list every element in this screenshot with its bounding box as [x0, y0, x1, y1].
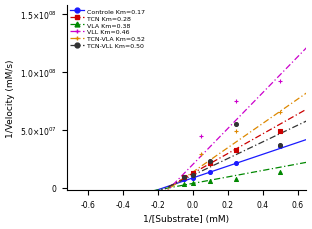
Point: [278, 143, 283, 147]
Point: [181, 176, 186, 180]
Point: [199, 153, 204, 156]
Point: [278, 171, 283, 174]
Point: [278, 80, 283, 84]
Point: [190, 176, 195, 180]
Point: [234, 177, 239, 181]
Point: [278, 111, 283, 115]
Point: [181, 183, 186, 186]
Point: [190, 182, 195, 185]
Point: [208, 160, 213, 163]
Point: [190, 172, 195, 175]
Point: [181, 177, 186, 181]
Legend: Controle Km=0.17, TCN Km=0.28, VLA Km=0.38, VLL Km=0.46, TCN-VLA Km=0.52, TCN-VL: Controle Km=0.17, TCN Km=0.28, VLA Km=0.…: [70, 9, 145, 50]
Point: [234, 123, 239, 126]
Point: [181, 175, 186, 179]
Point: [234, 130, 239, 133]
Y-axis label: 1/Velocity (mM/s): 1/Velocity (mM/s): [6, 59, 15, 137]
Point: [199, 134, 204, 138]
Point: [234, 148, 239, 152]
Point: [190, 174, 195, 177]
Point: [208, 171, 213, 174]
Point: [278, 144, 283, 148]
Point: [234, 100, 239, 103]
Point: [234, 162, 239, 166]
X-axis label: 1/[Substrate] (mM): 1/[Substrate] (mM): [144, 215, 230, 224]
Point: [208, 162, 213, 166]
Point: [208, 180, 213, 183]
Point: [278, 130, 283, 133]
